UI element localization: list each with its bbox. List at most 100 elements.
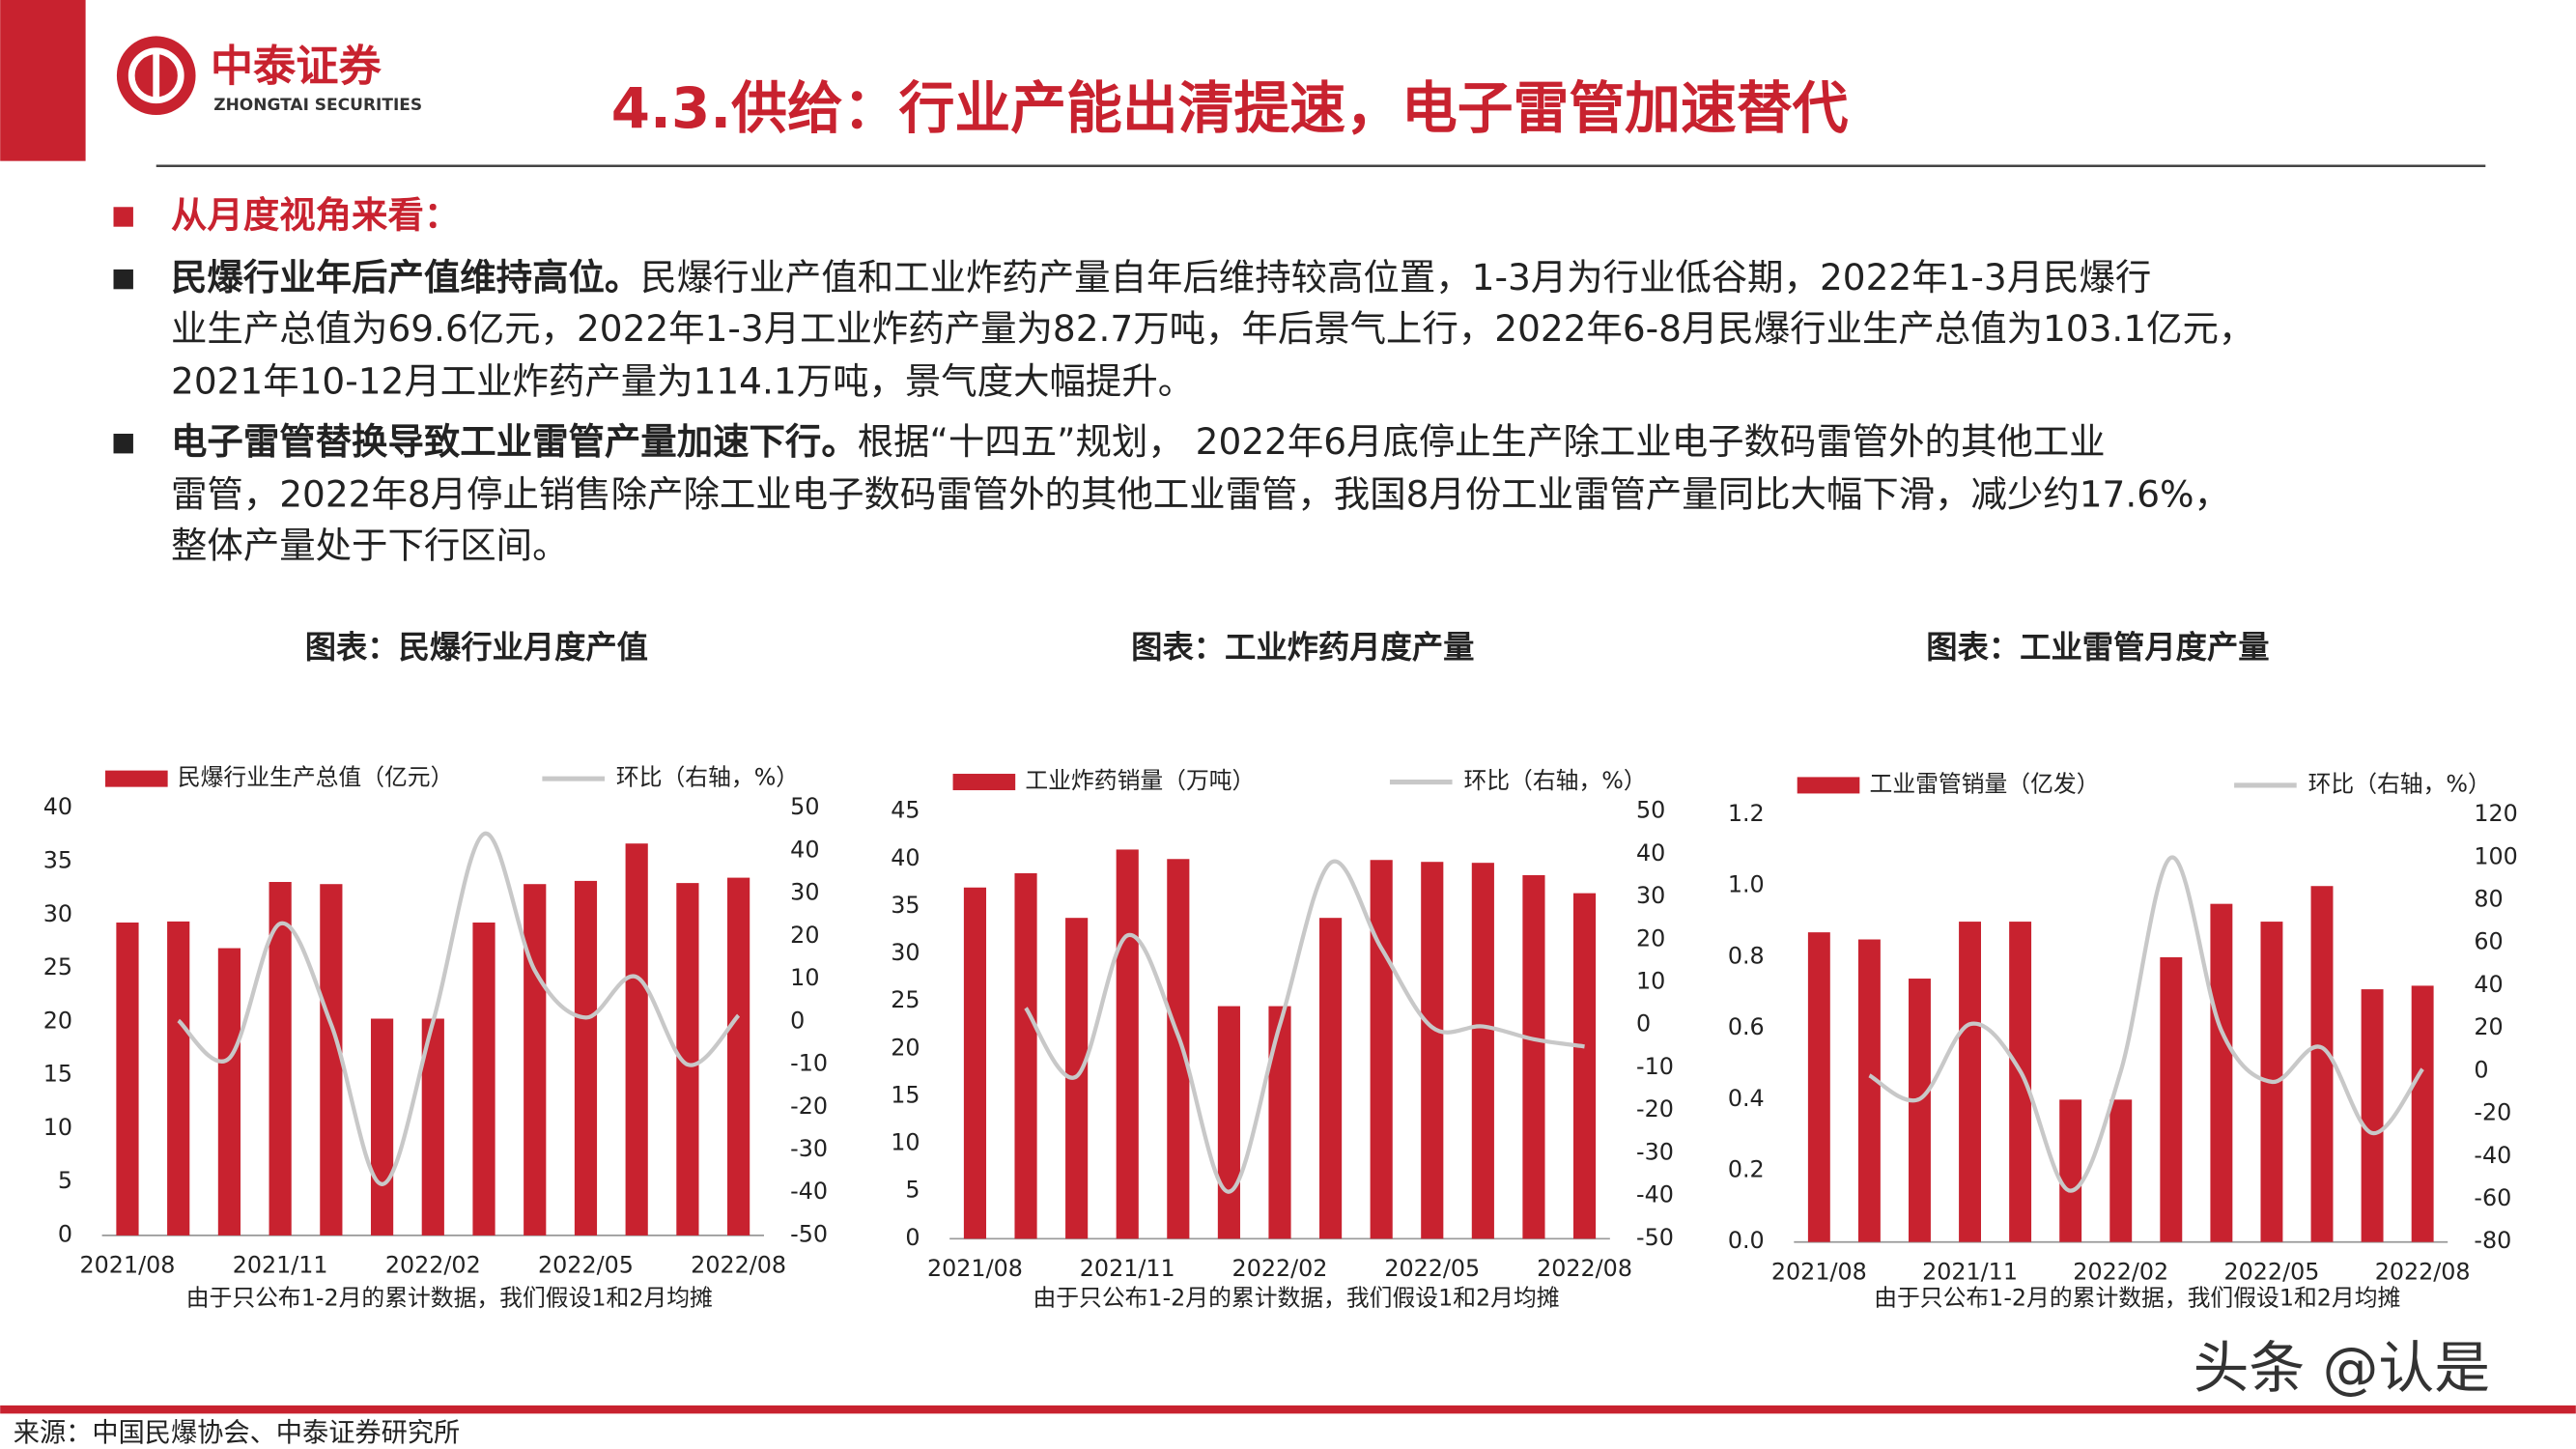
x-tick-label: 2022/08 bbox=[2375, 1259, 2471, 1286]
bar bbox=[116, 923, 139, 1236]
bullet-line: 民爆行业年后产值维持高位。民爆行业产值和工业炸药产量自年后维持较高位置，1-3月… bbox=[171, 256, 2151, 298]
slide-title: 4.3.供给：行业产能出清提速，电子雷管加速替代 bbox=[611, 75, 1849, 141]
bullet-line: 雷管，2022年8月停止销售除产除工业电子数码雷管外的其他工业雷管，我国8月份工… bbox=[171, 472, 2230, 515]
bullet-lead: 电子雷管替换导致工业雷管产量加速下行。 bbox=[171, 420, 858, 463]
y2-tick-label: -20 bbox=[1636, 1095, 1674, 1122]
y-tick-label: 25 bbox=[891, 986, 920, 1013]
y2-tick-label: -40 bbox=[790, 1178, 828, 1205]
chart-note: 由于只公布1-2月的累计数据，我们假设1和2月均摊 bbox=[186, 1285, 713, 1312]
y2-tick-label: -20 bbox=[790, 1093, 828, 1120]
y-tick-label: 10 bbox=[891, 1129, 920, 1156]
bullet-square bbox=[113, 269, 133, 290]
bar bbox=[2009, 922, 2032, 1242]
y2-tick-label: -30 bbox=[790, 1135, 828, 1162]
bar bbox=[1959, 922, 1981, 1242]
y-tick-label: 40 bbox=[891, 844, 920, 871]
corner-bar bbox=[0, 0, 86, 161]
y-tick-label: 0 bbox=[58, 1220, 72, 1247]
bar bbox=[2109, 1099, 2133, 1242]
y2-tick-label: 20 bbox=[1636, 924, 1665, 952]
y-tick-label: 25 bbox=[43, 953, 72, 980]
y-tick-label: 40 bbox=[43, 793, 72, 820]
bullet-text: 整体产量处于下行区间。 bbox=[171, 524, 568, 566]
bar bbox=[727, 877, 750, 1236]
y2-tick-label: 20 bbox=[790, 922, 819, 949]
y2-tick-label: 40 bbox=[790, 836, 819, 863]
line-series bbox=[1024, 859, 1585, 1194]
bar bbox=[2361, 989, 2384, 1242]
chart-note: 由于只公布1-2月的累计数据，我们假设1和2月均摊 bbox=[1874, 1285, 2400, 1312]
bullet-text: 根据“十四五”规划， 2022年6月底停止生产除工业电子数码雷管外的其他工业 bbox=[858, 420, 2106, 463]
bullet-line: 业生产总值为69.6亿元，2022年1-3月工业炸药产量为82.7万吨，年后景气… bbox=[171, 306, 2254, 349]
bar bbox=[676, 883, 699, 1236]
y-tick-label: 35 bbox=[891, 892, 920, 919]
y-tick-label: 1.0 bbox=[1728, 871, 1765, 898]
y-tick-label: 5 bbox=[58, 1167, 72, 1194]
bar bbox=[574, 880, 598, 1236]
bullet-line: 整体产量处于下行区间。 bbox=[171, 524, 568, 566]
bar bbox=[1268, 1006, 1291, 1239]
legend-label: 工业雷管销量（亿发） bbox=[1870, 770, 2100, 797]
y-tick-label: 15 bbox=[891, 1081, 920, 1108]
y-tick-label: 0.6 bbox=[1728, 1013, 1765, 1040]
y2-tick-label: 80 bbox=[2474, 885, 2503, 912]
source: 来源：中国民爆协会、中泰证券研究所 bbox=[14, 1418, 460, 1448]
y2-tick-label: 30 bbox=[790, 879, 819, 906]
bar bbox=[1522, 874, 1545, 1239]
y-tick-label: 5 bbox=[905, 1177, 920, 1204]
x-tick-label: 2021/11 bbox=[1922, 1259, 2018, 1286]
bullet-text: 业生产总值为69.6亿元，2022年1-3月工业炸药产量为82.7万吨，年后景气… bbox=[171, 306, 2254, 349]
y2-tick-label: 0 bbox=[2474, 1056, 2488, 1083]
x-tick-label: 2021/08 bbox=[1771, 1259, 1867, 1286]
legend-label: 工业炸药销量（万吨） bbox=[1025, 767, 1255, 794]
y2-tick-label: 40 bbox=[1636, 839, 1665, 867]
y2-tick-label: 40 bbox=[2474, 971, 2503, 998]
y2-tick-label: -30 bbox=[1636, 1138, 1674, 1165]
bar bbox=[370, 1018, 394, 1236]
y2-tick-label: -10 bbox=[1636, 1053, 1674, 1080]
x-tick-label: 2022/05 bbox=[2224, 1259, 2320, 1286]
y2-tick-label: -50 bbox=[790, 1220, 828, 1247]
y2-tick-label: 0 bbox=[1636, 1010, 1651, 1037]
bullet-text: 2021年10-12月工业炸药产量为114.1万吨，景气度大幅提升。 bbox=[171, 359, 1194, 402]
bullet-text: 民爆行业产值和工业炸药产量自年后维持较高位置，1-3月为行业低谷期，2022年1… bbox=[640, 256, 2151, 298]
y-tick-label: 0.8 bbox=[1728, 942, 1765, 969]
brand-en: ZHONGTAI SECURITIES bbox=[213, 96, 422, 115]
x-tick-label: 2022/08 bbox=[1537, 1255, 1632, 1282]
watermark: 头条 @认是 bbox=[2194, 1335, 2490, 1401]
bar bbox=[269, 882, 292, 1236]
y-tick-label: 20 bbox=[891, 1034, 920, 1061]
line-series bbox=[1868, 855, 2424, 1193]
y-tick-label: 0.0 bbox=[1728, 1227, 1765, 1254]
y2-tick-label: -10 bbox=[790, 1050, 828, 1077]
bullet-line: 从月度视角来看： bbox=[171, 193, 460, 236]
y2-tick-label: 120 bbox=[2474, 800, 2517, 827]
legend-label: 环比（右轴，%） bbox=[616, 764, 799, 791]
y-tick-label: 20 bbox=[43, 1007, 72, 1034]
bullet-lead: 从月度视角来看： bbox=[171, 193, 460, 236]
x-tick-label: 2021/08 bbox=[927, 1255, 1023, 1282]
x-tick-label: 2021/11 bbox=[1080, 1255, 1175, 1282]
y2-tick-label: -20 bbox=[2474, 1099, 2511, 1126]
y2-tick-label: -40 bbox=[1636, 1181, 1674, 1208]
x-tick-label: 2022/02 bbox=[385, 1252, 481, 1279]
y2-tick-label: 100 bbox=[2474, 842, 2517, 869]
bar bbox=[1471, 863, 1494, 1239]
y-tick-label: 1.2 bbox=[1728, 800, 1765, 827]
y2-tick-label: 0 bbox=[790, 1007, 805, 1034]
y-tick-label: 0 bbox=[905, 1224, 920, 1251]
bar bbox=[1370, 860, 1393, 1239]
line-series bbox=[177, 832, 741, 1186]
bar bbox=[421, 1018, 444, 1236]
bullet-line: 电子雷管替换导致工业雷管产量加速下行。根据“十四五”规划， 2022年6月底停止… bbox=[171, 420, 2106, 463]
y2-tick-label: 50 bbox=[790, 793, 819, 820]
x-tick-label: 2022/02 bbox=[2073, 1259, 2168, 1286]
bar bbox=[320, 884, 343, 1236]
y2-tick-label: 10 bbox=[790, 964, 819, 991]
bar bbox=[1319, 918, 1343, 1239]
chart-title: 图表：工业炸药月度产量 bbox=[1131, 629, 1474, 666]
y-tick-label: 30 bbox=[891, 939, 920, 966]
y2-tick-label: 50 bbox=[1636, 797, 1665, 824]
